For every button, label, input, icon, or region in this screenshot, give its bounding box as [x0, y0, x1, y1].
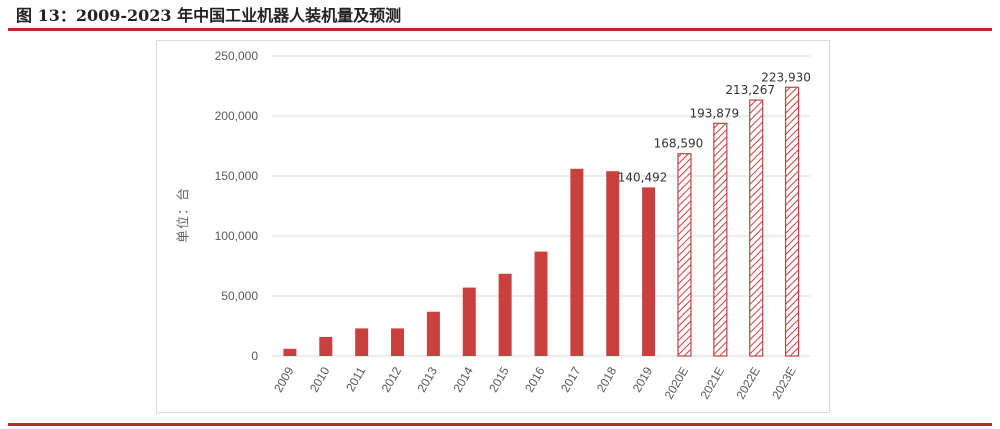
- data-label: 140,492: [618, 170, 668, 184]
- top-divider: [8, 28, 992, 31]
- bar: [391, 328, 405, 356]
- x-tick-label: 2022E: [733, 365, 762, 402]
- figure-title: 图 13：2009-2023 年中国工业机器人装机量及预测: [16, 6, 402, 25]
- bar: [283, 348, 297, 356]
- forecast-bar: [713, 122, 728, 357]
- x-tick-label: 2009: [271, 364, 297, 394]
- x-tick-label: 2023E: [769, 365, 798, 402]
- y-tick-labels: 0 50,000 100,000 150,000 200,000 250,000: [215, 49, 259, 363]
- bar: [606, 171, 620, 356]
- x-tick-label: 2013: [415, 364, 441, 394]
- x-tick-labels: 2009 2010 2011 2012 2013 2014 2015 2016 2017 2018…: [271, 364, 799, 401]
- forecast-bar: [784, 86, 800, 357]
- bars: [283, 86, 800, 357]
- y-tick-label: 150,000: [215, 169, 259, 183]
- x-tick-label: 2019: [630, 364, 656, 394]
- y-tick-label: 200,000: [215, 109, 259, 123]
- x-tick-label: 2011: [343, 364, 368, 394]
- x-tick-label: 2010: [307, 364, 333, 394]
- data-label: 193,879: [690, 106, 740, 120]
- bar: [426, 311, 440, 356]
- x-tick-label: 2017: [558, 364, 584, 394]
- x-tick-label: 2018: [594, 364, 620, 394]
- bar: [319, 336, 333, 356]
- bar: [462, 287, 476, 356]
- data-label: 223,930: [761, 70, 811, 84]
- bar: [534, 251, 548, 356]
- bar: [642, 187, 656, 356]
- x-tick-label: 2012: [379, 364, 405, 394]
- x-tick-label: 2020E: [662, 365, 691, 402]
- x-tick-label: 2015: [486, 364, 512, 394]
- y-tick-label: 100,000: [215, 229, 259, 243]
- bottom-divider: [8, 423, 992, 426]
- x-tick-label: 2014: [450, 364, 476, 394]
- y-tick-label: 0: [251, 349, 258, 363]
- data-label: 168,590: [654, 137, 704, 151]
- bar: [498, 273, 512, 356]
- bar: [570, 168, 584, 356]
- data-label: 213,267: [725, 83, 775, 97]
- bar: [355, 328, 369, 356]
- x-tick-label: 2016: [522, 364, 548, 394]
- y-tick-label: 250,000: [215, 49, 259, 63]
- forecast-bar: [749, 99, 764, 357]
- x-tick-label: 2021E: [697, 365, 726, 402]
- forecast-bar: [677, 153, 692, 357]
- y-tick-label: 50,000: [221, 289, 258, 303]
- chart-frame: [156, 40, 830, 413]
